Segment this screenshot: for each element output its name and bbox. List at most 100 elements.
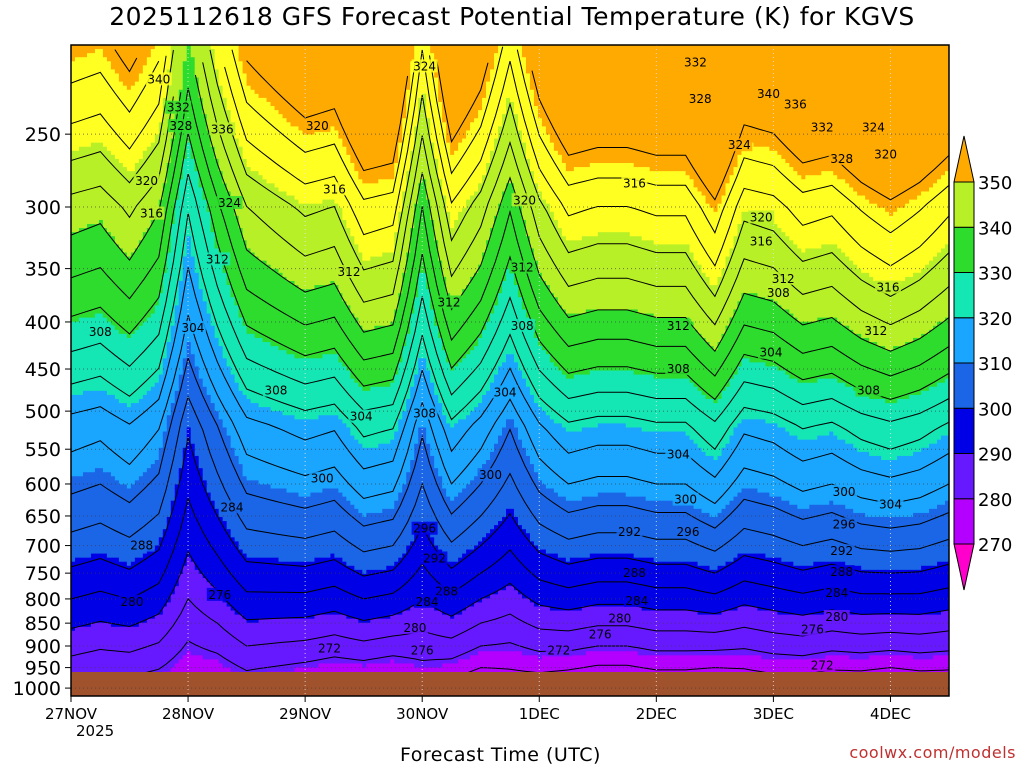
contour-fill-cell xyxy=(95,289,100,294)
contour-fill-cell xyxy=(95,273,100,278)
contour-fill-cell xyxy=(107,61,112,66)
contour-fill-cell xyxy=(107,143,112,148)
contour-fill-cell xyxy=(75,204,80,209)
contour-fill-cell xyxy=(87,615,92,620)
contour-fill-cell xyxy=(83,606,88,611)
contour-fill-cell xyxy=(95,98,100,103)
contour-fill-cell xyxy=(95,419,100,424)
contour-fill-cell xyxy=(103,464,108,469)
contour-fill-cell xyxy=(107,212,112,217)
contour-fill-cell xyxy=(83,419,88,424)
contour-fill-cell xyxy=(91,501,96,506)
contour-fill-cell xyxy=(87,513,92,518)
contour-fill-cell xyxy=(107,423,112,428)
contour-fill-cell xyxy=(95,537,100,542)
contour-fill-cell xyxy=(79,395,84,400)
contour-fill-cell xyxy=(83,248,88,253)
contour-fill-cell xyxy=(107,110,112,115)
contour-fill-cell xyxy=(95,444,100,449)
contour-fill-cell xyxy=(103,244,108,249)
contour-fill-cell xyxy=(75,200,80,205)
contour-fill-cell xyxy=(99,668,104,673)
contour-fill-cell xyxy=(87,200,92,205)
contour-fill-cell xyxy=(83,69,88,74)
contour-fill-cell xyxy=(87,53,92,58)
contour-fill-cell xyxy=(79,53,84,58)
contour-fill-cell xyxy=(79,135,84,140)
contour-fill-cell xyxy=(75,212,80,217)
contour-fill-cell xyxy=(103,419,108,424)
contour-fill-cell xyxy=(79,635,84,640)
contour-fill-cell xyxy=(103,240,108,245)
contour-fill-cell xyxy=(87,655,92,660)
contour-fill-cell xyxy=(99,358,104,363)
contour-fill-cell xyxy=(79,147,84,152)
contour-fill-cell xyxy=(75,53,80,58)
contour-fill-cell xyxy=(87,301,92,306)
contour-fill-cell xyxy=(103,204,108,209)
contour-fill-cell xyxy=(95,163,100,168)
contour-fill-cell xyxy=(75,277,80,282)
contour-fill-cell xyxy=(91,228,96,233)
contour-fill-cell xyxy=(111,135,116,140)
contour-fill-cell xyxy=(95,244,100,249)
contour-fill-cell xyxy=(79,305,84,310)
contour-fill-cell xyxy=(91,371,96,376)
contour-fill-cell xyxy=(75,257,80,262)
contour-fill-cell xyxy=(107,659,112,664)
contour-fill-cell xyxy=(95,122,100,127)
contour-fill-cell xyxy=(91,175,96,180)
contour-fill-cell xyxy=(91,171,96,176)
contour-fill-cell xyxy=(87,606,92,611)
contour-fill-cell xyxy=(107,220,112,225)
contour-fill-cell xyxy=(95,204,100,209)
contour-fill-cell xyxy=(87,517,92,522)
contour-fill-cell xyxy=(103,395,108,400)
contour-fill-cell xyxy=(79,232,84,237)
contour-fill-cell xyxy=(95,550,100,555)
contour-fill-cell xyxy=(99,236,104,241)
contour-fill-cell xyxy=(91,57,96,62)
contour-fill-cell xyxy=(83,513,88,518)
contour-fill-cell xyxy=(107,651,112,656)
contour-fill-cell xyxy=(103,476,108,481)
contour-fill-cell xyxy=(99,257,104,262)
contour-fill-cell xyxy=(107,354,112,359)
contour-fill-cell xyxy=(87,448,92,453)
contour-fill-cell xyxy=(79,293,84,298)
contour-fill-cell xyxy=(83,468,88,473)
contour-fill-cell xyxy=(83,61,88,66)
contour-fill-cell xyxy=(111,69,116,74)
contour-fill-cell xyxy=(75,98,80,103)
contour-fill-cell xyxy=(87,232,92,237)
contour-fill-cell xyxy=(79,49,84,54)
contour-fill-cell xyxy=(103,606,108,611)
contour-fill-cell xyxy=(91,566,96,571)
contour-fill-cell xyxy=(95,411,100,416)
contour-fill-cell xyxy=(99,615,104,620)
contour-fill-cell xyxy=(75,269,80,274)
contour-fill-cell xyxy=(99,635,104,640)
contour-fill-cell xyxy=(75,602,80,607)
contour-fill-cell xyxy=(107,395,112,400)
contour-fill-cell xyxy=(99,175,104,180)
contour-fill-cell xyxy=(103,143,108,148)
contour-fill-cell xyxy=(75,57,80,62)
contour-fill-cell xyxy=(91,135,96,140)
contour-fill-cell xyxy=(111,110,116,115)
contour-fill-cell xyxy=(87,659,92,664)
contour-fill-cell xyxy=(103,594,108,599)
contour-fill-cell xyxy=(103,643,108,648)
contour-fill-cell xyxy=(87,635,92,640)
contour-fill-cell xyxy=(79,94,84,99)
contour-fill-cell xyxy=(83,196,88,201)
contour-fill-cell xyxy=(83,293,88,298)
contour-fill-cell xyxy=(83,472,88,477)
contour-fill-cell xyxy=(91,236,96,241)
contour-fill-cell xyxy=(103,550,108,555)
contour-fill-cell xyxy=(79,602,84,607)
contour-fill-cell xyxy=(91,497,96,502)
contour-fill-cell xyxy=(103,602,108,607)
contour-fill-cell xyxy=(95,651,100,656)
contour-fill-cell xyxy=(95,208,100,213)
